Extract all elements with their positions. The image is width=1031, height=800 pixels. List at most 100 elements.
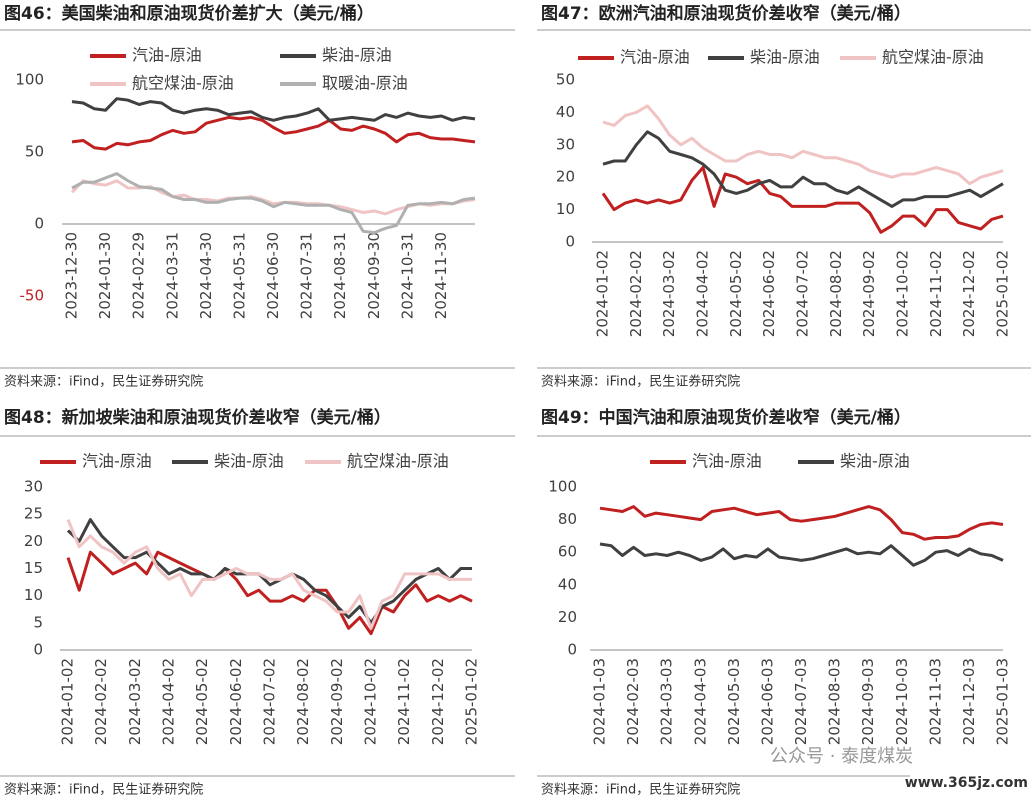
x-tick-label: 2025-01-02	[994, 250, 1012, 337]
y-tick-label: 60	[558, 543, 577, 561]
series-line	[71, 115, 476, 151]
x-tick-label: 2024-03-02	[660, 250, 678, 337]
x-tick-label: 2024-05-03	[725, 658, 743, 745]
legend-label: 汽油-原油	[82, 452, 152, 471]
x-tick-label: 2024-03-03	[658, 658, 676, 745]
x-tick-label: 2024-11-03	[926, 658, 944, 745]
x-tick-label: 2024-08-03	[826, 658, 844, 745]
series-line	[70, 179, 476, 216]
x-tick-label: 2023-12-30	[63, 232, 81, 319]
x-tick-label: 2024-09-30	[365, 232, 383, 319]
series-line	[599, 542, 1004, 567]
x-tick-label: 2024-01-03	[591, 658, 609, 745]
x-tick-label: 2024-09-02	[860, 250, 878, 337]
x-tick-label: 2024-12-02	[960, 250, 978, 337]
x-tick-label: 2024-06-02	[760, 250, 778, 337]
x-tick-label: 2024-06-03	[758, 658, 776, 745]
series-line	[66, 519, 472, 630]
x-tick-label: 2024-12-02	[429, 658, 447, 745]
x-tick-label: 2024-10-02	[894, 250, 912, 337]
x-tick-label: 2025-01-02	[463, 658, 481, 745]
y-tick-label: 20	[558, 608, 577, 626]
legend-label: 汽油-原油	[132, 46, 202, 65]
y-tick-label: 25	[24, 505, 43, 523]
x-tick-label: 2024-12-03	[960, 658, 978, 745]
y-tick-label: 40	[558, 575, 577, 593]
x-tick-label: 2024-02-29	[130, 232, 148, 319]
chart-title: 图46：美国柴油和原油现货价差扩大（美元/桶）	[4, 3, 374, 24]
x-tick-label: 2024-01-02	[594, 250, 612, 337]
legend-label: 柴油-原油	[214, 452, 284, 471]
series-line	[66, 550, 473, 636]
x-tick-label: 2024-11-02	[927, 250, 945, 337]
legend-label: 航空煤油-原油	[132, 74, 234, 93]
x-tick-label: 2024-07-02	[261, 658, 279, 745]
y-tick-label: 30	[24, 478, 43, 496]
x-tick-label: 2024-02-02	[627, 250, 645, 337]
series-line	[601, 166, 1004, 234]
source-note: 资料来源：iFind，民生证券研究院	[4, 374, 203, 390]
watermark-site: www.365jz.com	[905, 775, 1028, 791]
x-tick-label: 2024-01-02	[59, 658, 77, 745]
x-tick-label: 2024-09-03	[859, 658, 877, 745]
y-tick-label: 15	[24, 559, 43, 577]
x-tick-label: 2024-10-31	[398, 232, 416, 319]
x-tick-label: 2024-04-02	[694, 250, 712, 337]
x-tick-label: 2024-02-02	[92, 658, 110, 745]
x-tick-label: 2024-05-02	[193, 658, 211, 745]
legend-label: 柴油-原油	[840, 452, 910, 471]
legend-label: 柴油-原油	[322, 46, 392, 65]
y-tick-label: 100	[15, 71, 44, 89]
y-tick-label: 0	[34, 215, 44, 233]
y-tick-label: 40	[556, 103, 575, 121]
x-tick-label: 2024-11-02	[395, 658, 413, 745]
y-tick-label: 20	[24, 532, 43, 550]
x-tick-label: 2024-09-02	[328, 658, 346, 745]
y-tick-label: 0	[33, 641, 43, 659]
y-tick-label: 30	[556, 135, 575, 153]
legend-label: 取暖油-原油	[322, 74, 408, 93]
x-tick-label: 2024-04-02	[160, 658, 178, 745]
watermark: 公众号 · 泰度煤炭	[770, 746, 913, 767]
x-tick-label: 2024-10-03	[893, 658, 911, 745]
chart-title: 图48：新加坡柴油和原油现货价差收窄（美元/桶）	[4, 407, 391, 428]
y-tick-label: 10	[24, 586, 43, 604]
legend-label: 汽油-原油	[692, 452, 762, 471]
x-tick-label: 2024-03-02	[126, 658, 144, 745]
y-tick-label: 50	[25, 143, 44, 161]
source-note: 资料来源：iFind，民生证券研究院	[541, 374, 740, 390]
x-tick-label: 2024-08-31	[331, 232, 349, 319]
x-tick-label: 2025-01-03	[994, 658, 1012, 745]
series-line	[71, 97, 476, 122]
y-tick-label: 50	[556, 71, 575, 89]
x-tick-label: 2024-05-31	[230, 232, 248, 319]
legend-label: 航空煤油-原油	[882, 48, 984, 67]
series-line	[602, 104, 1004, 186]
source-note: 资料来源：iFind，民生证券研究院	[541, 782, 740, 798]
x-tick-label: 2024-07-31	[298, 232, 316, 319]
y-tick-label: 0	[567, 641, 577, 659]
x-tick-label: 2024-06-30	[264, 232, 282, 319]
series-line	[71, 172, 476, 235]
y-tick-label: 10	[556, 200, 575, 218]
y-tick-label: 5	[33, 613, 43, 631]
legend-label: 航空煤油-原油	[347, 452, 449, 471]
x-tick-label: 2024-05-02	[727, 250, 745, 337]
x-tick-label: 2024-10-02	[362, 658, 380, 745]
watermark-bg	[910, 772, 1031, 792]
x-tick-label: 2024-11-30	[432, 232, 450, 319]
x-tick-label: 2024-08-02	[294, 658, 312, 745]
legend-label: 柴油-原油	[750, 48, 820, 67]
series-line	[66, 518, 472, 625]
series-line	[602, 130, 1004, 208]
series-line	[599, 505, 1004, 541]
legend-label: 汽油-原油	[620, 48, 690, 67]
chart-title: 图49：中国汽油和原油现货价差收窄（美元/桶）	[541, 407, 911, 428]
y-tick-label: 80	[558, 510, 577, 528]
x-tick-label: 2024-04-30	[197, 232, 215, 319]
x-tick-label: 2024-01-30	[96, 232, 114, 319]
y-tick-label: 100	[548, 478, 577, 496]
chart-title: 图47：欧洲汽油和原油现货价差收窄（美元/桶）	[541, 3, 911, 24]
x-tick-label: 2024-07-02	[794, 250, 812, 337]
